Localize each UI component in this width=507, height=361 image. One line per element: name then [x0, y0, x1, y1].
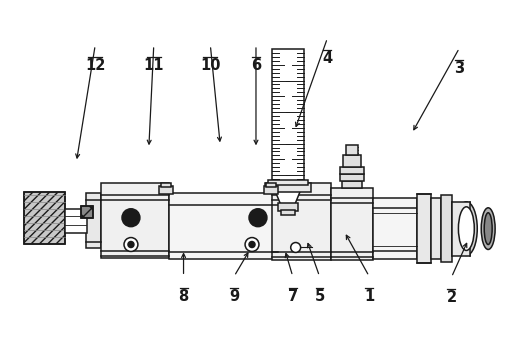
Bar [441, 195, 452, 262]
Text: 4: 4 [322, 51, 333, 66]
Bar [101, 183, 169, 258]
Bar [161, 183, 171, 187]
Bar [169, 193, 278, 260]
Bar [340, 167, 364, 174]
Polygon shape [272, 183, 304, 205]
Bar [264, 186, 278, 194]
Ellipse shape [481, 208, 495, 249]
Bar [278, 203, 298, 211]
Bar [340, 174, 364, 181]
Bar [24, 192, 65, 244]
Bar [332, 188, 373, 260]
Text: 7: 7 [287, 289, 298, 304]
Bar [86, 193, 101, 248]
Circle shape [122, 209, 140, 227]
Text: 1: 1 [364, 289, 374, 304]
Bar [417, 194, 430, 264]
Bar [159, 186, 172, 194]
Bar [346, 145, 358, 155]
Bar [452, 202, 470, 256]
Text: 12: 12 [85, 58, 105, 73]
Bar [343, 155, 361, 167]
Circle shape [128, 242, 134, 248]
Text: 2: 2 [446, 290, 456, 305]
Text: 10: 10 [200, 58, 221, 73]
Bar [272, 183, 332, 260]
Text: 3: 3 [454, 61, 464, 76]
Bar [65, 209, 87, 232]
Bar [266, 183, 276, 187]
Bar [81, 206, 93, 218]
Bar [81, 206, 93, 218]
Ellipse shape [458, 207, 474, 251]
Bar [268, 180, 308, 185]
Bar [24, 192, 65, 244]
Bar [373, 198, 417, 260]
Circle shape [249, 242, 255, 248]
Ellipse shape [484, 213, 492, 244]
Circle shape [291, 243, 301, 252]
Ellipse shape [455, 202, 477, 256]
Bar [265, 183, 311, 192]
Circle shape [245, 238, 259, 252]
Bar [272, 49, 304, 183]
Text: 8: 8 [178, 289, 189, 304]
Circle shape [249, 209, 267, 227]
Bar [342, 181, 362, 188]
Text: 6: 6 [251, 58, 261, 73]
Bar [430, 198, 441, 260]
Text: 5: 5 [314, 289, 324, 304]
Text: 9: 9 [229, 289, 239, 304]
Text: 11: 11 [143, 58, 164, 73]
Bar [281, 210, 295, 215]
Circle shape [124, 238, 138, 252]
